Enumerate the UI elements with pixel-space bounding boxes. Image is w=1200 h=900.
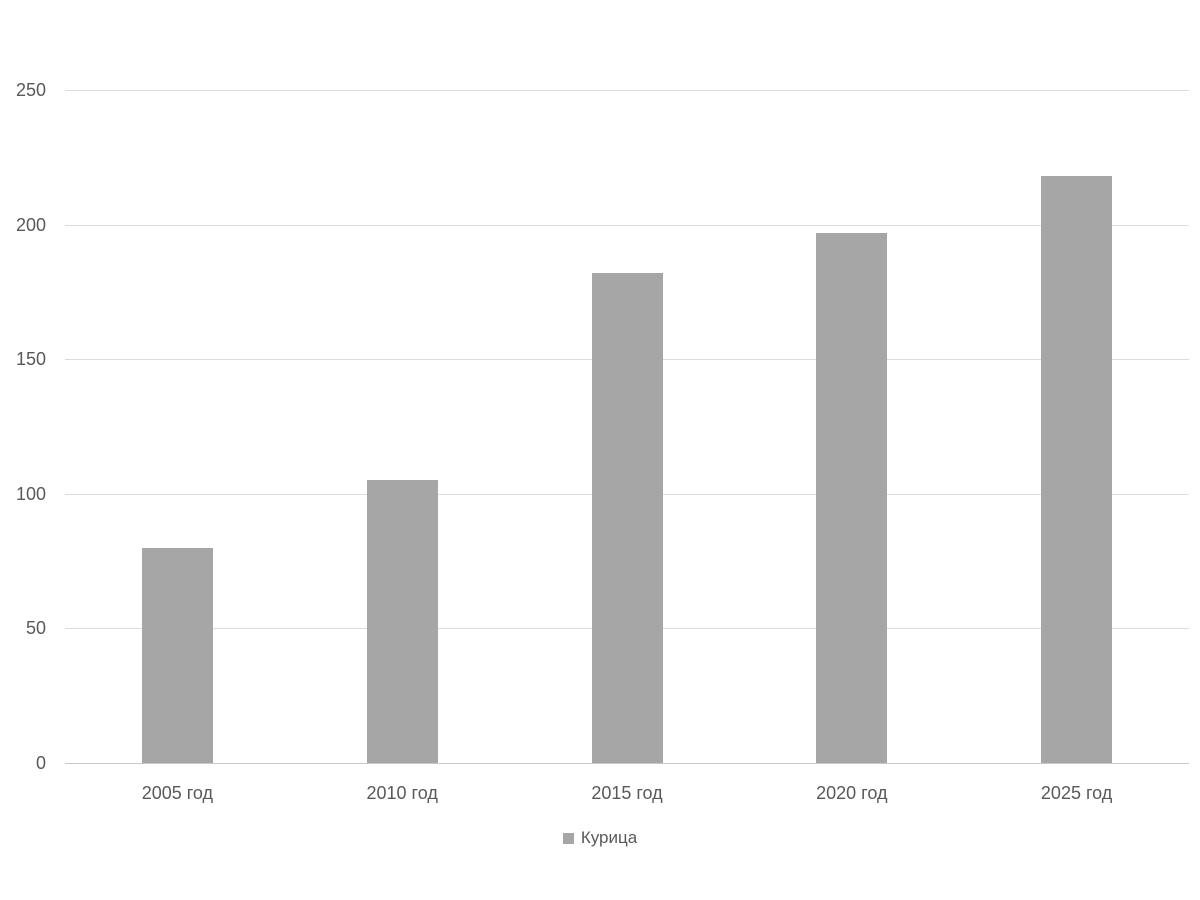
y-tick-label: 50 (25, 618, 46, 639)
legend-marker-icon (562, 832, 574, 844)
bar-2015-год (591, 273, 663, 763)
x-tick-label: 2020 год (816, 783, 888, 803)
x-tick-label: 2005 год (141, 783, 214, 803)
x-axis-line (65, 763, 1189, 764)
legend-series-label: Курица (580, 828, 638, 847)
x-axis: 2005 год 2010 год 2015 год 2020 год 2025 год (65, 783, 1189, 809)
y-tick-label: 150 (15, 349, 46, 370)
bar-2020-год (816, 232, 888, 763)
y-tick-label: 250 (15, 80, 46, 100)
legend: Курица (0, 828, 1200, 848)
bar-2005-год (141, 547, 213, 763)
bar-2025-год (1041, 176, 1113, 763)
gridline (65, 224, 1189, 226)
plot-area (65, 90, 1189, 764)
x-tick-label: 2015 год (591, 783, 663, 803)
gridline (65, 90, 1189, 91)
x-tick-label: 2025 год (1040, 783, 1113, 803)
y-tick-label: 100 (15, 483, 46, 504)
x-tick-label: 2010 год (366, 783, 438, 803)
y-tick-label: 0 (35, 753, 46, 773)
y-tick-label: 200 (15, 214, 46, 235)
y-axis: 0 50 100 150 200 250 (0, 81, 46, 772)
bar-2010-год (366, 480, 438, 763)
